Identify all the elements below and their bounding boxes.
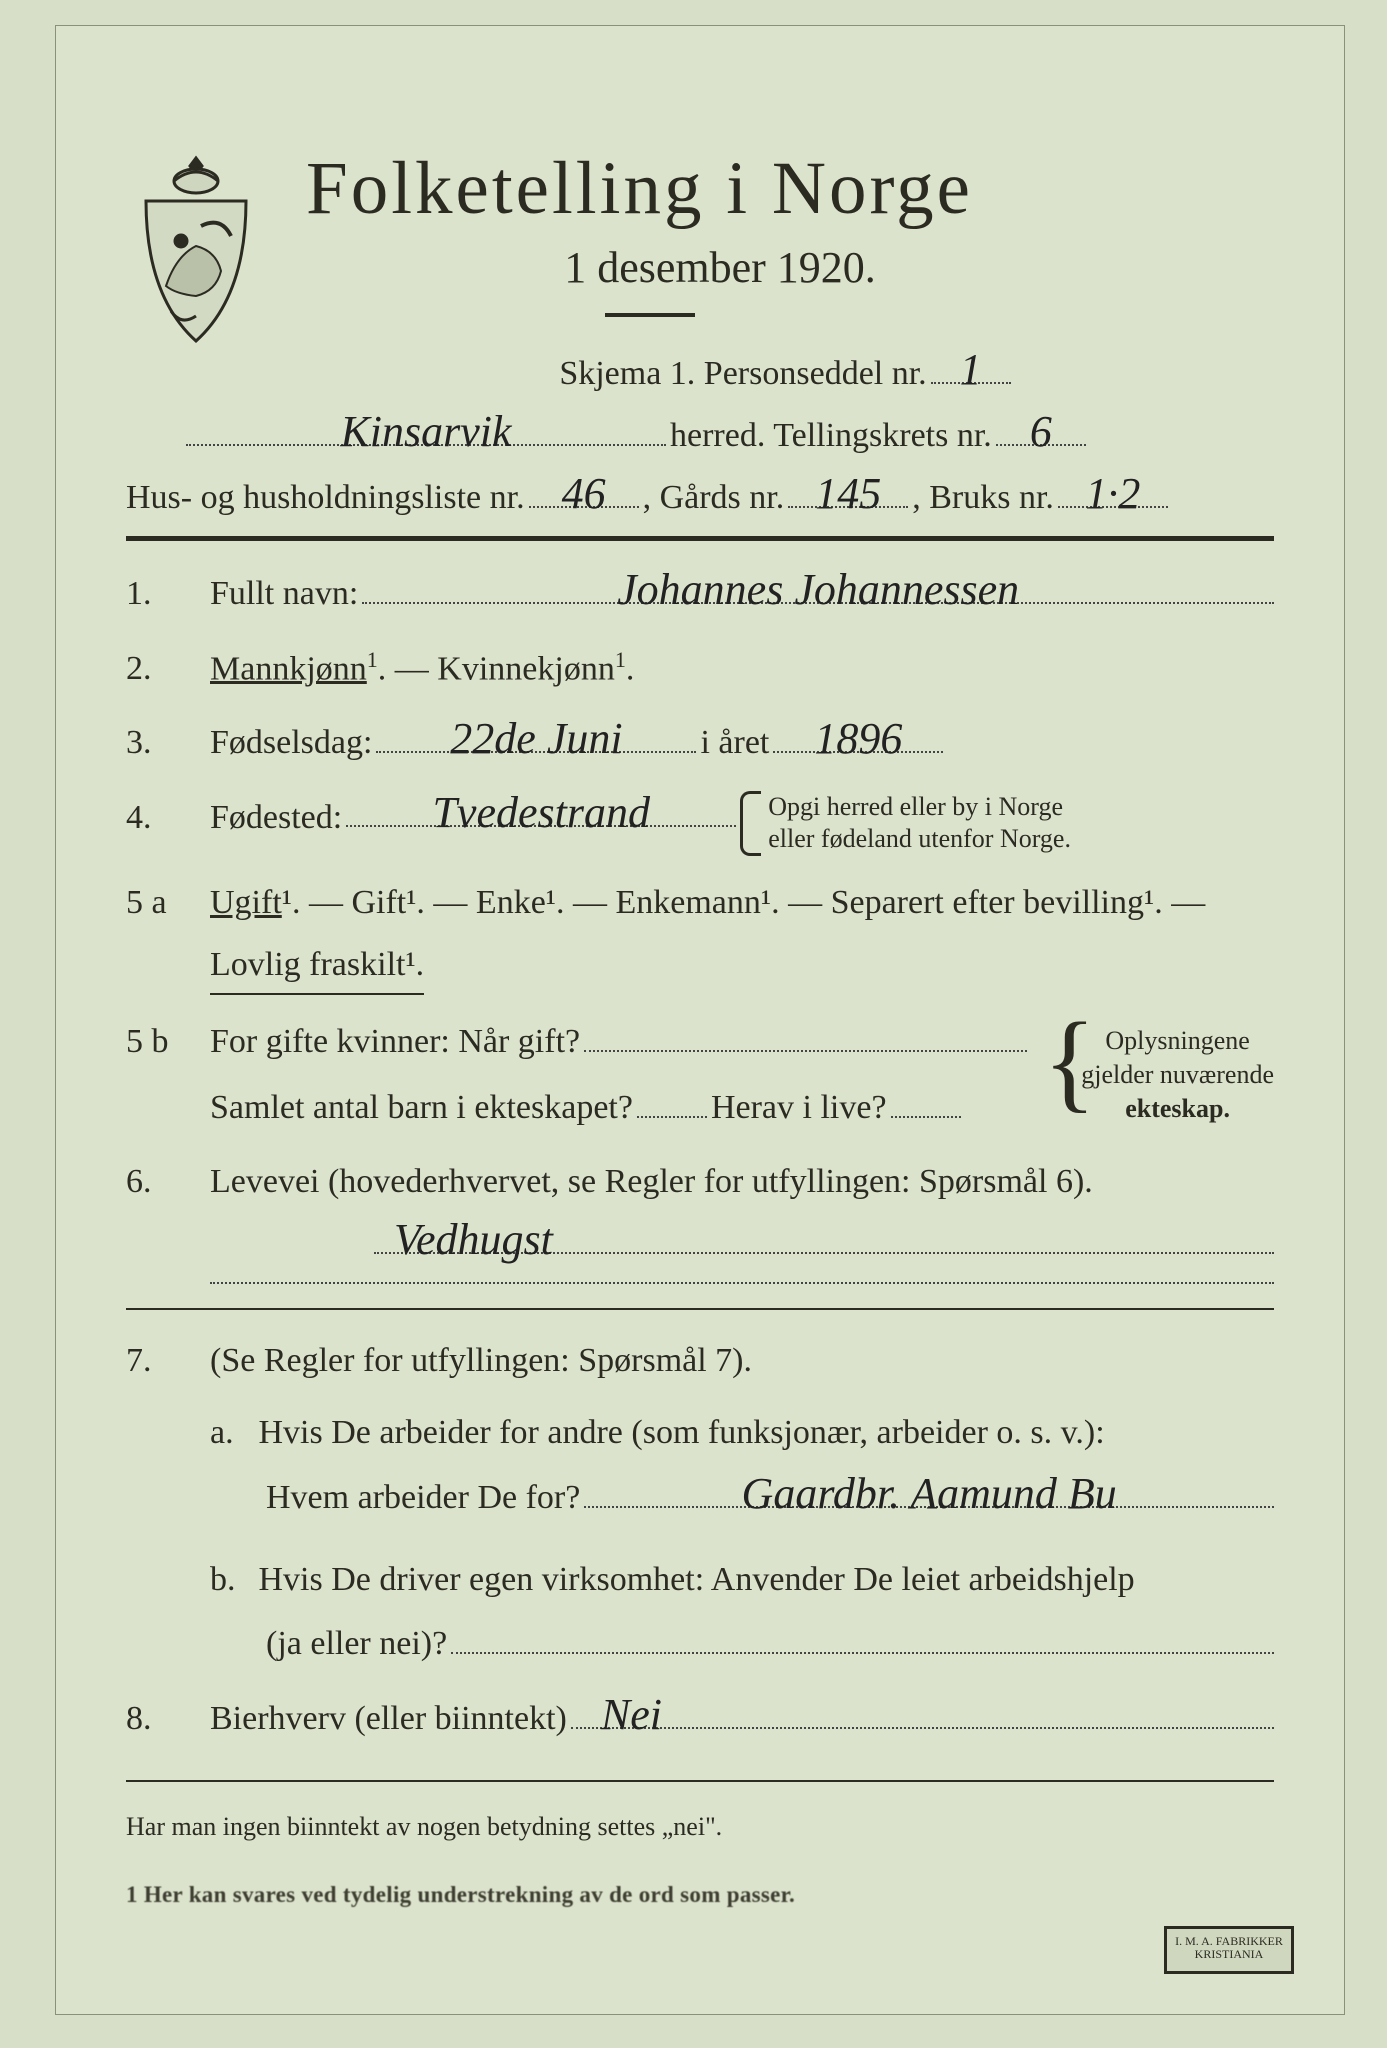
title-block: Folketelling i Norge 1 desember 1920. — [306, 146, 1274, 341]
q7b-blank — [451, 1618, 1274, 1654]
q5b-gift-blank — [584, 1016, 1027, 1052]
divider-thick — [126, 536, 1274, 541]
q1-label: Fullt navn: — [210, 567, 358, 621]
personseddel-nr: 1 — [931, 348, 1011, 384]
title-rule — [605, 313, 695, 317]
q1: 1. Fullt navn: Johannes Johannessen — [126, 567, 1274, 621]
q5b-l2b: Herav i live? — [711, 1081, 887, 1135]
q5a-num: 5 a — [126, 876, 196, 930]
q7-label: (Se Regler for utfyllingen: Spørsmål 7). — [210, 1342, 752, 1379]
q3: 3. Fødselsdag: 22de Juni i året 1896 — [126, 716, 1274, 770]
q5b-l2a: Samlet antal barn i ekteskapet? — [210, 1081, 633, 1135]
q7-num: 7. — [126, 1334, 196, 1388]
bruks-nr: 1·2 — [1058, 472, 1168, 508]
q5b-barn-blank — [637, 1082, 707, 1118]
q4-label: Fødested: — [210, 791, 342, 845]
q1-value: Johannes Johannessen — [362, 568, 1274, 604]
census-form-page: Folketelling i Norge 1 desember 1920. Sk… — [55, 25, 1345, 2015]
q7a: a. Hvis De arbeider for andre (som funks… — [210, 1406, 1274, 1525]
husliste-label: Hus- og husholdningsliste nr. — [126, 470, 525, 526]
q6-blank2 — [210, 1282, 1274, 1284]
q7a-num: a. — [210, 1406, 250, 1460]
q7b: b. Hvis De driver egen virksomhet: Anven… — [210, 1553, 1274, 1672]
q6-label: Levevei (hovederhvervet, se Regler for u… — [210, 1163, 1093, 1200]
header: Folketelling i Norge 1 desember 1920. — [126, 146, 1274, 346]
q2-mann: Mannkjønn — [210, 650, 367, 687]
q3-day: 22de Juni — [376, 717, 696, 753]
q3-year: 1896 — [773, 717, 943, 753]
q7a-l1: Hvis De arbeider for andre (som funksjon… — [259, 1414, 1105, 1451]
q6: 6. Levevei (hovederhvervet, se Regler fo… — [126, 1155, 1274, 1283]
q2-kvinne: Kvinnekjønn — [437, 650, 615, 687]
bruks-label: , Bruks nr. — [912, 470, 1054, 526]
herred-value: Kinsarvik — [186, 410, 666, 446]
q7b-l1: Hvis De driver egen virksomhet: Anvender… — [259, 1561, 1135, 1598]
q3-num: 3. — [126, 716, 196, 770]
tellingskrets-nr: 6 — [996, 410, 1086, 446]
form-questions-2: 7. (Se Regler for utfyllingen: Spørsmål … — [126, 1334, 1274, 1746]
footer-note-1: Har man ingen biinntekt av nogen betydni… — [126, 1812, 1274, 1842]
divider-thin — [126, 1308, 1274, 1310]
subtitle: 1 desember 1920. — [166, 242, 1274, 293]
q2-num: 2. — [126, 642, 196, 696]
q3-label: Fødselsdag: — [210, 716, 372, 770]
q8-label: Bierhverv (eller biinntekt) — [210, 1692, 567, 1746]
q5a: 5 a Ugift¹. — Gift¹. — Enke¹. — Enkemann… — [126, 876, 1274, 995]
q5a-opts: Ugift¹. — Gift¹. — Enke¹. — Enkemann¹. —… — [210, 884, 1205, 921]
divider-footer — [126, 1780, 1274, 1782]
printer-stamp: I. M. A. FABRIKKER KRISTIANIA — [1164, 1926, 1294, 1974]
q7: 7. (Se Regler for utfyllingen: Spørsmål … — [126, 1334, 1274, 1672]
q7b-num: b. — [210, 1553, 250, 1607]
q7a-value: Gaardbr. Aamund Bu — [584, 1472, 1274, 1508]
skjema-line: Skjema 1. Personseddel nr. 1 — [126, 346, 1274, 402]
q1-num: 1. — [126, 567, 196, 621]
q2: 2. Mannkjønn1. — Kvinnekjønn1. — [126, 642, 1274, 697]
herred-label: herred. Tellingskrets nr. — [670, 408, 992, 464]
q8-num: 8. — [126, 1692, 196, 1746]
q5b-num: 5 b — [126, 1015, 196, 1069]
q5b-live-blank — [891, 1082, 961, 1118]
q4-value: Tvedestrand — [346, 791, 736, 827]
q5b-l1: For gifte kvinner: Når gift? — [210, 1015, 580, 1069]
q4-num: 4. — [126, 791, 196, 845]
q8: 8. Bierhverv (eller biinntekt) Nei — [126, 1692, 1274, 1746]
q7a-l2: Hvem arbeider De for? — [266, 1471, 580, 1525]
q5b: 5 b For gifte kvinner: Når gift? Samlet … — [126, 1015, 1274, 1136]
q5b-note: Oplysningene gjelder nuværende ekteskap. — [1051, 1024, 1274, 1125]
q8-value: Nei — [571, 1693, 1274, 1729]
q6-num: 6. — [126, 1155, 196, 1209]
herred-line: Kinsarvik herred. Tellingskrets nr. 6 — [126, 408, 1274, 464]
q5a-opts2: Lovlig fraskilt¹. — [210, 938, 424, 994]
footer-note-2: 1 Her kan svares ved tydelig understrekn… — [126, 1882, 1274, 1908]
gards-label: , Gårds nr. — [643, 470, 785, 526]
form-questions: 1. Fullt navn: Johannes Johannessen 2. M… — [126, 567, 1274, 1283]
gards-nr: 145 — [788, 472, 908, 508]
husliste-nr: 46 — [529, 472, 639, 508]
q4: 4. Fødested: Tvedestrand Opgi herred ell… — [126, 791, 1274, 856]
husliste-line: Hus- og husholdningsliste nr. 46 , Gårds… — [126, 470, 1274, 526]
q6-value: Vedhugst — [374, 1218, 1274, 1254]
main-title: Folketelling i Norge — [306, 146, 1274, 232]
q4-note: Opgi herred eller by i Norge eller fødel… — [740, 791, 1071, 856]
q3-mid: i året — [700, 716, 769, 770]
skjema-label: Skjema 1. Personseddel nr. — [559, 346, 926, 402]
q7b-l2: (ja eller nei)? — [266, 1617, 447, 1671]
